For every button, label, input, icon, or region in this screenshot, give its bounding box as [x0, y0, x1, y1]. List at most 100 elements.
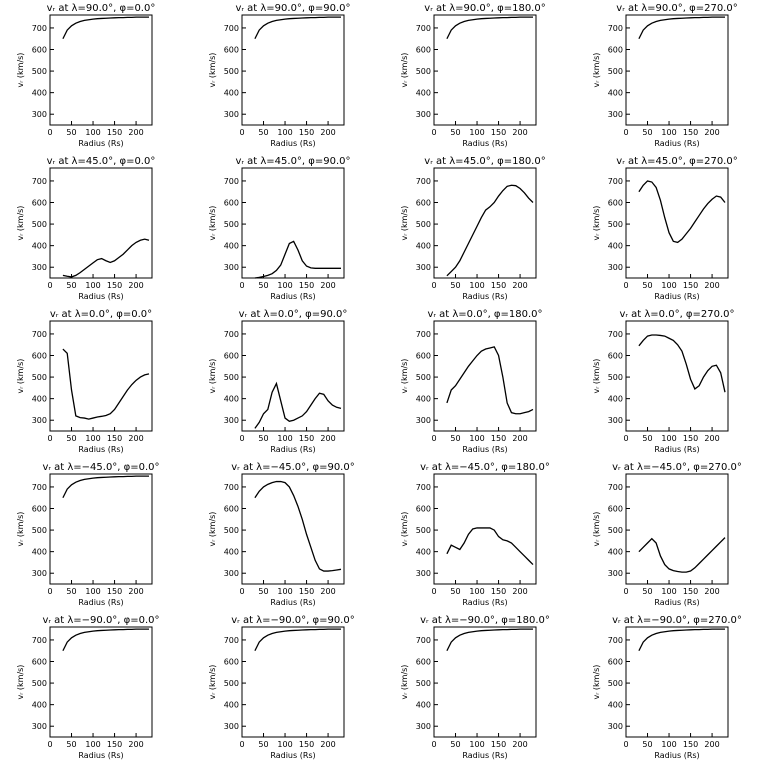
x-tick-label: 150 [107, 587, 122, 596]
x-tick-label: 150 [683, 740, 698, 749]
x-tick-label: 200 [704, 587, 719, 596]
x-tick-label: 100 [277, 434, 292, 443]
y-tick-label: 700 [608, 177, 623, 186]
data-line [446, 527, 534, 566]
y-tick-label: 400 [224, 395, 239, 404]
x-tick-label: 200 [512, 587, 527, 596]
chart-title: vᵣ at λ=90.0°, φ=270.0° [616, 3, 737, 14]
x-tick-label: 100 [469, 587, 484, 596]
y-tick-label: 500 [32, 220, 47, 229]
x-tick-label: 0 [47, 740, 52, 749]
y-axis-label: vᵣ (km/s) [592, 665, 601, 700]
x-tick-label: 50 [258, 587, 268, 596]
y-tick-label: 500 [224, 220, 239, 229]
y-tick-label: 600 [224, 46, 239, 55]
x-tick-label: 50 [66, 128, 76, 137]
data-line [638, 334, 726, 393]
plot-frame [433, 473, 537, 585]
y-tick-label: 500 [416, 220, 431, 229]
y-axis-label: vᵣ (km/s) [208, 512, 217, 547]
x-tick-label: 50 [66, 281, 76, 290]
y-tick-label: 400 [416, 395, 431, 404]
y-tick-label: 300 [608, 722, 623, 731]
x-tick-label: 150 [299, 587, 314, 596]
x-tick-label: 50 [642, 281, 652, 290]
y-tick-label: 300 [32, 416, 47, 425]
y-tick-label: 600 [608, 46, 623, 55]
x-tick-label: 0 [623, 434, 628, 443]
x-axis-label: Radius (Rs) [270, 751, 315, 760]
x-tick-label: 100 [85, 281, 100, 290]
chart-title: vᵣ at λ=−90.0°, φ=180.0° [420, 615, 550, 626]
x-tick-label: 150 [683, 281, 698, 290]
y-tick-label: 600 [32, 505, 47, 514]
y-axis-label: vᵣ (km/s) [400, 206, 409, 241]
plot-frame [49, 320, 153, 432]
x-tick-label: 50 [258, 740, 268, 749]
chart-title: vᵣ at λ=0.0°, φ=90.0° [239, 309, 348, 320]
y-tick-label: 700 [608, 330, 623, 339]
y-tick-label: 600 [608, 199, 623, 208]
x-tick-label: 150 [299, 128, 314, 137]
y-tick-label: 500 [608, 679, 623, 688]
x-tick-label: 100 [85, 128, 100, 137]
plot-frame [625, 167, 729, 279]
y-tick-label: 700 [416, 483, 431, 492]
x-tick-label: 150 [491, 128, 506, 137]
y-tick-label: 300 [608, 263, 623, 272]
x-tick-label: 0 [623, 587, 628, 596]
y-tick-label: 400 [416, 242, 431, 251]
y-tick-label: 700 [32, 483, 47, 492]
chart-title: vᵣ at λ=0.0°, φ=270.0° [619, 309, 734, 320]
x-tick-label: 150 [683, 128, 698, 137]
y-tick-label: 400 [416, 89, 431, 98]
y-axis-label: vᵣ (km/s) [208, 53, 217, 88]
chart-title: vᵣ at λ=−45.0°, φ=270.0° [612, 462, 742, 473]
x-tick-label: 50 [450, 587, 460, 596]
y-tick-label: 700 [32, 24, 47, 33]
y-tick-label: 400 [32, 548, 47, 557]
x-tick-label: 100 [661, 128, 676, 137]
x-tick-label: 50 [642, 587, 652, 596]
x-tick-label: 200 [512, 128, 527, 137]
y-axis-label: vᵣ (km/s) [208, 206, 217, 241]
y-tick-label: 400 [32, 89, 47, 98]
y-tick-label: 400 [416, 701, 431, 710]
y-tick-label: 400 [32, 701, 47, 710]
data-line [62, 628, 149, 652]
y-tick-label: 300 [32, 263, 47, 272]
y-tick-label: 300 [416, 722, 431, 731]
x-tick-label: 200 [320, 434, 335, 443]
x-tick-label: 100 [277, 740, 292, 749]
chart-title: vᵣ at λ=90.0°, φ=180.0° [424, 3, 545, 14]
data-line [446, 16, 533, 40]
data-line [254, 16, 341, 40]
x-tick-label: 100 [469, 434, 484, 443]
data-line [62, 238, 150, 278]
data-line [254, 240, 341, 279]
data-line [638, 180, 726, 244]
data-line [446, 346, 534, 415]
x-tick-label: 50 [66, 434, 76, 443]
x-tick-label: 0 [431, 128, 436, 137]
data-line [446, 628, 533, 652]
x-axis-label: Radius (Rs) [654, 598, 699, 607]
x-axis-label: Radius (Rs) [462, 139, 507, 148]
x-tick-label: 150 [107, 740, 122, 749]
x-tick-label: 0 [431, 740, 436, 749]
y-tick-label: 700 [608, 483, 623, 492]
x-tick-label: 200 [512, 281, 527, 290]
y-tick-label: 500 [224, 373, 239, 382]
y-tick-label: 600 [224, 505, 239, 514]
y-tick-label: 700 [608, 24, 623, 33]
y-tick-label: 700 [224, 636, 239, 645]
data-line [638, 537, 726, 573]
x-tick-label: 50 [450, 128, 460, 137]
data-line [254, 480, 342, 572]
data-line [446, 184, 534, 277]
plot-frame [241, 320, 345, 432]
plot-frame [625, 626, 729, 738]
y-tick-label: 300 [224, 263, 239, 272]
chart-title: vᵣ at λ=0.0°, φ=180.0° [427, 309, 542, 320]
y-tick-label: 400 [32, 395, 47, 404]
